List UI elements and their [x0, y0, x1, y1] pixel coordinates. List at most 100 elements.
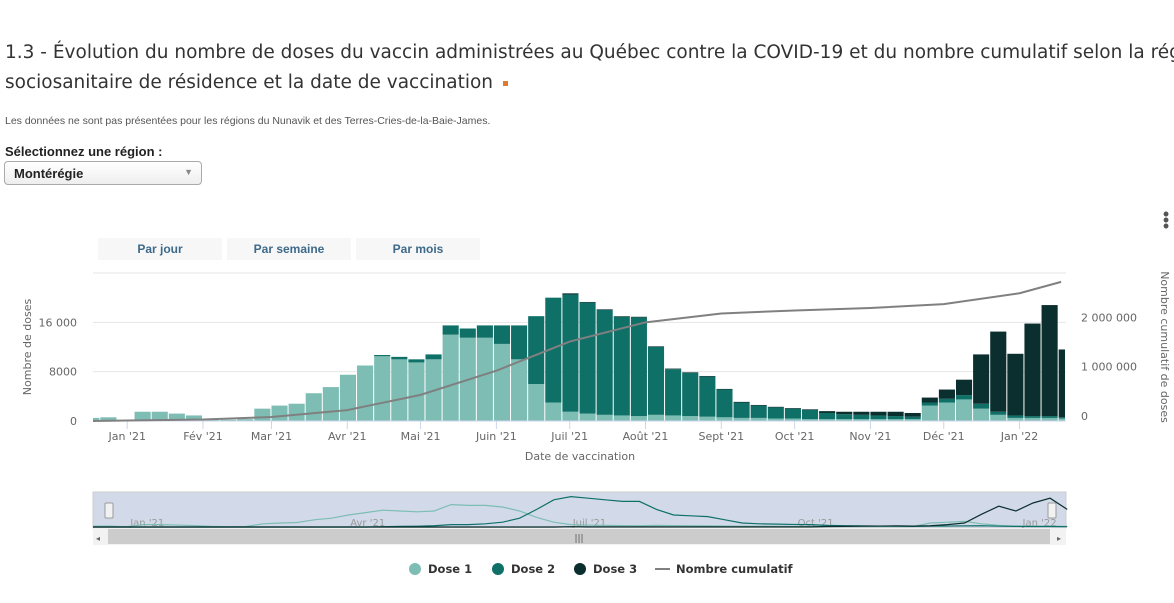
navigator-label: Avr '21 [350, 518, 385, 529]
bar-dose-3 [1024, 323, 1041, 417]
navigator-handle-right[interactable] [1047, 502, 1057, 519]
bar-dose-1 [254, 408, 271, 421]
x-tick-label: Juil '21 [550, 430, 588, 443]
bar-dose-1 [100, 417, 117, 421]
bar-dose-3 [955, 379, 973, 396]
y-tick-label: 0 [70, 415, 77, 428]
y2-axis-title: Nombre cumulatif de doses [1158, 271, 1171, 423]
bar-dose-2 [699, 376, 716, 417]
x-tick-label: Jan '22 [1000, 430, 1038, 443]
bar-dose-3 [784, 408, 801, 409]
legend-marker-icon [492, 563, 504, 575]
bar-dose-1 [579, 413, 596, 421]
bar-dose-2 [562, 294, 579, 412]
x-axis-title: Date de vaccination [525, 450, 635, 463]
cumulative-line [92, 280, 1062, 422]
per-month-button[interactable]: Par mois [356, 238, 480, 260]
navigator-label: Juil '21 [572, 518, 607, 529]
bar-dose-3 [665, 368, 682, 370]
bar-dose-1 [819, 419, 836, 421]
bar-dose-1 [1041, 417, 1058, 421]
bar-dose-1 [647, 414, 665, 421]
region-select[interactable]: Montérégie ▼ [4, 161, 202, 185]
bar-dose-3 [853, 411, 870, 415]
y2-tick-label: 1 000 000 [1081, 361, 1137, 374]
bar-dose-1 [853, 419, 870, 421]
bar-dose-2 [973, 403, 990, 409]
bar-dose-1 [442, 334, 459, 421]
bar-dose-2 [819, 412, 836, 420]
bar-dose-3 [647, 346, 665, 347]
info-marker-icon[interactable] [503, 80, 509, 86]
bar-dose-2 [425, 354, 442, 360]
bar-dose-1 [973, 408, 990, 421]
bar-dose-2 [784, 408, 801, 419]
scroll-right-arrow-icon: ▸ [1057, 534, 1061, 543]
legend-item-dose-1[interactable]: Dose 1 [428, 562, 472, 576]
x-tick-label: Avr '21 [328, 430, 366, 443]
x-tick-label: Mar '21 [251, 430, 292, 443]
bar-dose-3 [887, 411, 904, 417]
bar-dose-3 [767, 406, 784, 408]
bar-dose-3 [904, 412, 921, 417]
per-week-button[interactable]: Par semaine [227, 238, 351, 260]
bar-dose-3 [716, 388, 733, 390]
bar-dose-1 [990, 414, 1007, 421]
legend-item-dose-3[interactable]: Dose 3 [593, 562, 637, 576]
navigator-label: Oct '21 [798, 518, 834, 529]
bar-dose-1 [493, 343, 511, 421]
bar-dose-2 [1007, 415, 1024, 418]
bar-dose-3 [613, 316, 630, 317]
scrollbar-thumb[interactable] [108, 529, 1050, 544]
bar-dose-2 [596, 310, 613, 415]
bar-dose-2 [990, 411, 1007, 415]
bar-dose-1 [237, 419, 254, 421]
region-select-label: Sélectionnez une région : [5, 144, 163, 159]
legend-item-dose-2[interactable]: Dose 2 [511, 562, 555, 576]
bar-dose-3 [1007, 353, 1024, 416]
bar-dose-2 [904, 416, 921, 420]
bar-dose-1 [767, 418, 784, 421]
scroll-left-arrow-icon: ◂ [96, 534, 100, 543]
bar-dose-3 [1058, 349, 1065, 418]
bar-dose-3 [973, 354, 990, 404]
navigator-handle-left[interactable] [104, 502, 114, 519]
bar-dose-2 [1024, 416, 1041, 418]
bar-dose-3 [733, 401, 750, 403]
bar-dose-1 [836, 419, 853, 421]
legend-item-cumulative[interactable]: Nombre cumulatif [676, 562, 794, 576]
bar-dose-1 [1058, 418, 1065, 421]
bar-dose-1 [305, 393, 322, 421]
bar-dose-3 [990, 331, 1007, 412]
bar-dose-3 [750, 404, 767, 406]
bar-dose-3 [682, 372, 699, 373]
x-tick-label: Sept '21 [699, 430, 745, 443]
navigator-mask[interactable] [92, 491, 1067, 529]
bar-dose-2 [647, 347, 665, 415]
bar-dose-2 [630, 317, 647, 417]
bar-dose-3 [836, 411, 853, 415]
bar-dose-2 [938, 398, 955, 403]
per-day-button[interactable]: Par jour [98, 238, 222, 260]
bar-dose-2 [836, 414, 853, 420]
chevron-down-icon: ▼ [184, 167, 193, 177]
x-tick-label: Août '21 [623, 430, 669, 443]
bar-dose-1 [322, 387, 339, 421]
bar-dose-1 [185, 415, 203, 421]
bar-dose-1 [870, 419, 887, 421]
y2-tick-label: 2 000 000 [1081, 311, 1137, 324]
bar-dose-1 [750, 417, 767, 421]
chart-menu-icon[interactable]: • • • [1162, 204, 1170, 236]
x-tick-label: Fév '21 [183, 430, 223, 443]
bar-dose-2 [870, 415, 887, 420]
bar-dose-2 [459, 328, 476, 338]
bar-dose-3 [921, 397, 938, 403]
bar-dose-2 [921, 402, 938, 406]
bar-dose-2 [887, 416, 904, 420]
bar-dose-3 [1041, 305, 1058, 417]
bar-dose-1 [357, 365, 374, 421]
bar-dose-2 [955, 395, 973, 400]
x-tick-label: Déc '21 [923, 430, 965, 443]
bar-dose-1 [134, 411, 151, 421]
